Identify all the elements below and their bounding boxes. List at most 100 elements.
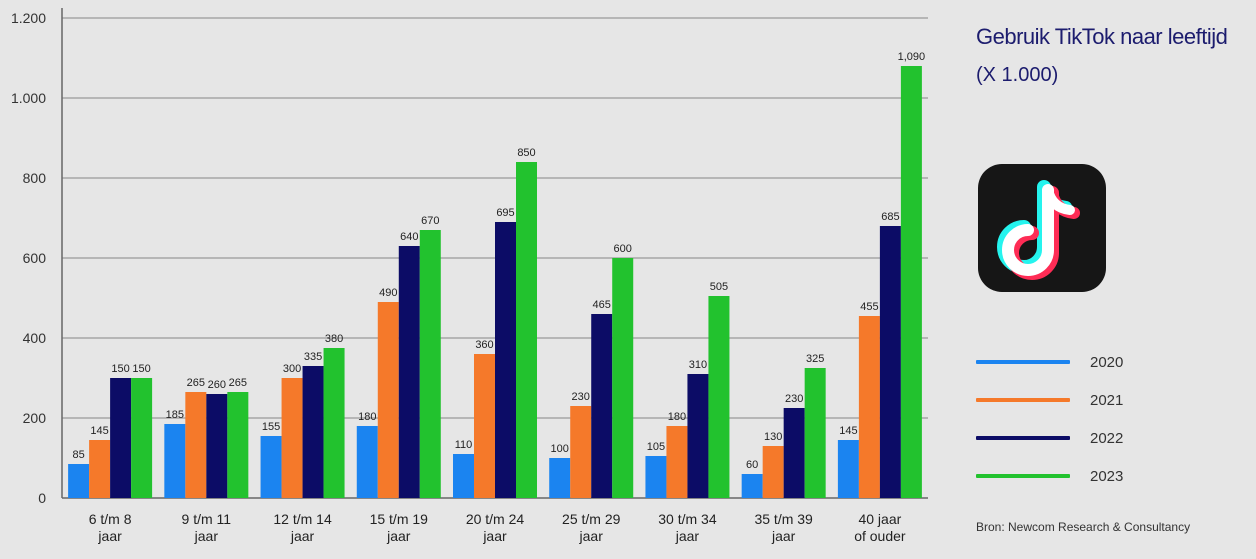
x-tick-label: jaar: [194, 528, 219, 544]
data-label: 105: [647, 441, 665, 453]
x-tick-label: 9 t/m 11: [182, 511, 232, 527]
x-tick-label: jaar: [579, 528, 604, 544]
bar: [356, 426, 378, 498]
bar: [185, 392, 207, 498]
bar: [495, 222, 516, 498]
x-tick-label: 40 jaar: [858, 511, 901, 527]
data-label: 230: [572, 391, 590, 403]
bar: [687, 374, 709, 498]
legend-label-2022: 2022: [1090, 430, 1124, 447]
bar: [612, 258, 634, 498]
x-tick-label: 15 t/m 19: [370, 511, 429, 527]
data-label: 360: [475, 339, 493, 351]
bar: [131, 378, 153, 498]
bar: [741, 474, 763, 498]
data-label: 600: [614, 243, 632, 255]
data-label: 180: [358, 411, 376, 423]
y-tick-label: 1.200: [11, 10, 46, 26]
data-label: 490: [379, 287, 397, 299]
data-label: 230: [785, 393, 803, 405]
legend-item-2023: 2023: [976, 466, 1176, 504]
data-label: 465: [593, 299, 611, 311]
bar: [474, 354, 495, 498]
data-label: 130: [764, 431, 782, 443]
tiktok-logo-icon: [978, 164, 1106, 292]
data-label: 150: [132, 363, 150, 375]
legend-swatch-2023: [976, 474, 1070, 478]
legend-item-2020: 2020: [976, 352, 1176, 390]
bar: [110, 378, 132, 498]
y-tick-label: 800: [23, 170, 47, 186]
data-label: 670: [421, 215, 439, 227]
bar: [206, 394, 228, 498]
bar: [879, 226, 901, 498]
bar-chart: 0 200 400 600 800 1.000 1.200 85 145 150 150 6 t/m …: [11, 8, 928, 544]
bar: [260, 436, 282, 498]
x-tick-label: 30 t/m 34: [658, 511, 717, 527]
data-label: 455: [860, 301, 878, 313]
bar: [281, 378, 303, 498]
data-label: 145: [90, 425, 108, 437]
bar: [89, 440, 111, 498]
x-tick-label: jaar: [97, 528, 122, 544]
data-label: 265: [229, 377, 247, 389]
x-tick-label: 6 t/m 8: [89, 511, 132, 527]
legend-swatch-2022: [976, 436, 1070, 440]
x-tick-label: 12 t/m 14: [273, 511, 332, 527]
x-tick-label: jaar: [386, 528, 411, 544]
legend-label-2023: 2023: [1090, 468, 1124, 485]
x-tick-label: 20 t/m 24: [466, 511, 525, 527]
data-label: 180: [668, 411, 686, 423]
bar: [858, 316, 880, 498]
bar: [666, 426, 688, 498]
bar: [516, 162, 537, 498]
bar: [591, 314, 613, 498]
chart-legend: 2020 2021 2022 2023: [976, 352, 1176, 504]
x-tick-label: jaar: [290, 528, 315, 544]
bar: [570, 406, 592, 498]
data-label: 850: [517, 147, 535, 159]
data-label: 145: [839, 425, 857, 437]
data-label: 685: [881, 211, 899, 223]
bar: [645, 456, 667, 498]
bar: [453, 454, 474, 498]
chart-title: Gebruik TikTok naar leeftijd: [976, 24, 1228, 49]
bar: [762, 446, 784, 498]
bar: [900, 66, 922, 498]
y-tick-label: 1.000: [11, 90, 46, 106]
legend-item-2022: 2022: [976, 428, 1176, 466]
legend-label-2020: 2020: [1090, 354, 1124, 371]
data-label: 185: [166, 409, 184, 421]
data-label: 85: [72, 449, 84, 461]
x-tick-label: 35 t/m 39: [754, 511, 813, 527]
bar: [783, 408, 805, 498]
y-tick-label: 400: [23, 330, 47, 346]
bar: [377, 302, 399, 498]
x-tick-label: 25 t/m 29: [562, 511, 621, 527]
legend-swatch-2020: [976, 360, 1070, 364]
data-label: 335: [304, 351, 322, 363]
bar: [323, 348, 345, 498]
bar: [398, 246, 420, 498]
data-label: 695: [496, 207, 514, 219]
data-label: 155: [262, 421, 280, 433]
chart-subtitle: (X 1.000): [976, 64, 1059, 86]
data-label: 150: [111, 363, 129, 375]
y-tick-label: 0: [38, 490, 46, 506]
legend-label-2021: 2021: [1090, 392, 1124, 409]
bar: [549, 458, 571, 498]
bar: [302, 366, 324, 498]
data-label: 265: [187, 377, 205, 389]
data-label: 325: [806, 353, 824, 365]
bar: [227, 392, 249, 498]
data-label: 260: [208, 379, 226, 391]
x-tick-label: jaar: [675, 528, 700, 544]
y-tick-label: 200: [23, 410, 47, 426]
data-label: 110: [455, 439, 473, 451]
data-label: 310: [689, 359, 707, 371]
chart-source: Bron: Newcom Research & Consultancy: [976, 520, 1191, 534]
data-label: 380: [325, 333, 343, 345]
legend-swatch-2021: [976, 398, 1070, 402]
bar: [164, 424, 186, 498]
x-tick-label: jaar: [771, 528, 796, 544]
